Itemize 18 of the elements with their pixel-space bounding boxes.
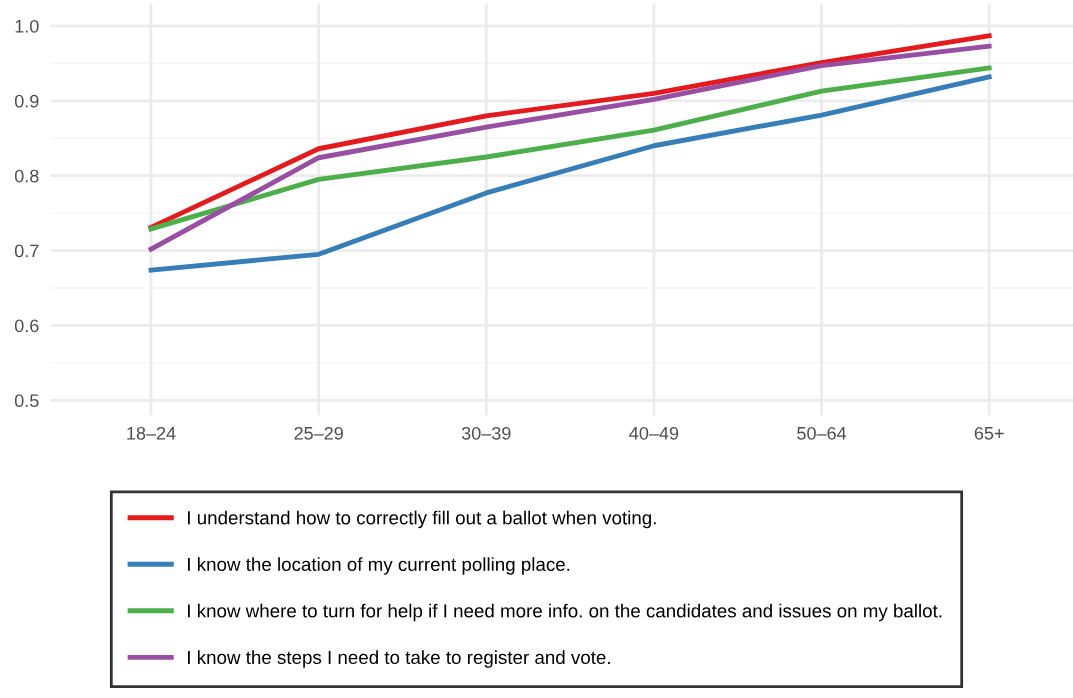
y-tick-label: 0.5 bbox=[14, 394, 39, 408]
legend-label: I know where to turn for help if I need more info. on the candidates and issues on my ballot. bbox=[188, 603, 942, 622]
legend-label: I understand how to correctly fill out a ballot when voting. bbox=[188, 510, 656, 529]
y-tick-label: 0.7 bbox=[14, 244, 39, 258]
legend-label: I know the steps I need to take to register and vote. bbox=[188, 650, 610, 668]
line-series bbox=[148, 74, 992, 273]
x-tick-label: 18–24 bbox=[127, 426, 176, 440]
y-tick-label: 0.6 bbox=[14, 319, 39, 333]
y-tick-label: 0.8 bbox=[14, 169, 39, 183]
x-tick-label: 40–49 bbox=[629, 426, 679, 440]
x-tick-label: 65+ bbox=[974, 426, 1004, 440]
line-series bbox=[148, 65, 992, 232]
y-tick-label: 1.0 bbox=[15, 19, 39, 33]
x-tick-label: 25–29 bbox=[294, 426, 343, 440]
x-tick-label: 30–39 bbox=[461, 426, 511, 440]
y-tick-label: 0.9 bbox=[14, 94, 39, 108]
x-tick-label: 50–64 bbox=[797, 426, 847, 440]
legend-label: I know the location of my current polling place. bbox=[188, 557, 570, 575]
